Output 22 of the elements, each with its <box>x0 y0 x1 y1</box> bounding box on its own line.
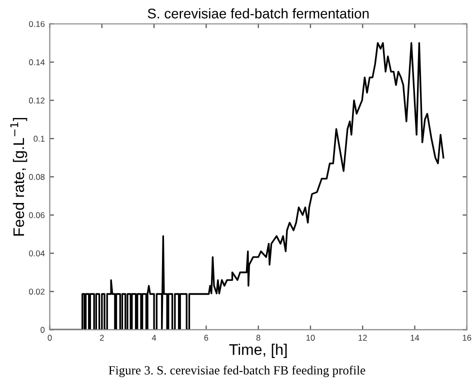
x-tick-label: 0 <box>48 334 52 341</box>
y-tick-label: 0.16 <box>29 21 45 27</box>
x-tick-label: 10 <box>306 334 315 341</box>
chart-title: S. cerevisiae fed-batch fermentation <box>148 8 369 18</box>
x-tick-label: 6 <box>204 334 208 341</box>
y-tick-label: 0.04 <box>29 250 45 256</box>
caption: Figure 3. S. cerevisiae fed-batch FB feeding profile <box>108 366 366 378</box>
y-tick-label: 0.08 <box>29 174 45 180</box>
y-tick-label: 0.1 <box>34 136 45 142</box>
y-tick-label: 0.14 <box>29 59 45 66</box>
y-tick-label: 0.12 <box>29 98 44 104</box>
x-tick-label: 16 <box>462 334 472 341</box>
x-tick-label: 12 <box>358 334 367 341</box>
y-tick-label: 0.06 <box>29 212 45 218</box>
x-tick-label: 14 <box>410 334 420 341</box>
x-tick-label: 4 <box>152 334 156 341</box>
y-tick-label: 0.02 <box>29 288 44 295</box>
x-tick-label: 8 <box>256 334 260 341</box>
y-tick-label: 0 <box>40 326 45 333</box>
x-axis-title: Time, [h] <box>229 344 287 358</box>
x-tick-label: 2 <box>100 334 104 341</box>
y-axis-title: Feed rate, [g.L$^{−1}$] <box>10 118 28 236</box>
